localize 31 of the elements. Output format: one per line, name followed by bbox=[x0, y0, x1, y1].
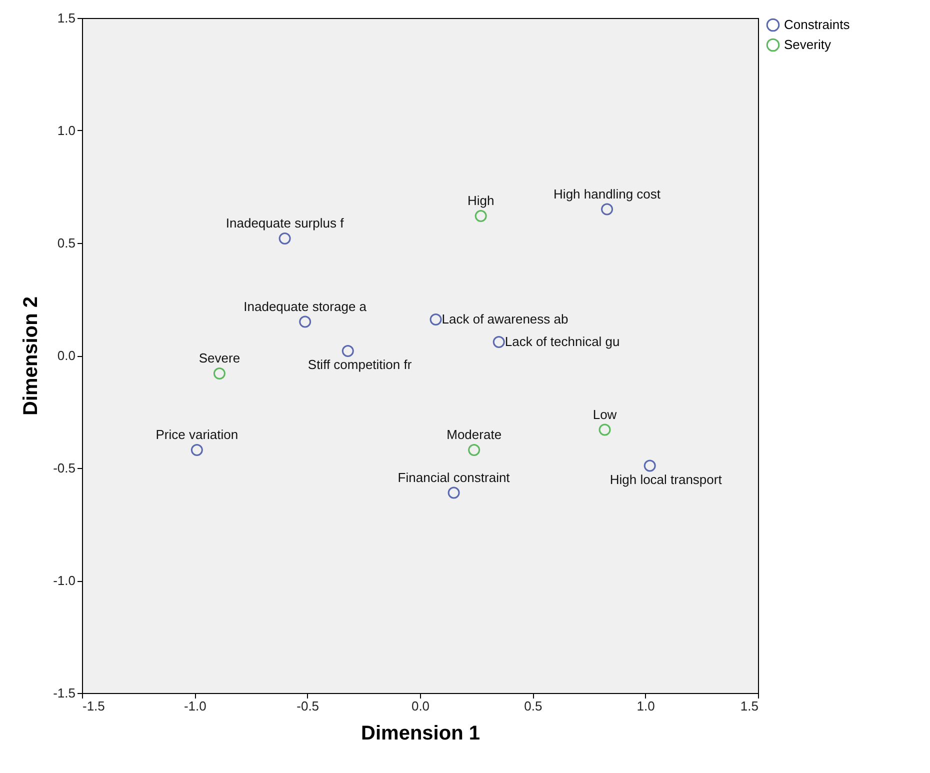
annotation: Stiff competition fr bbox=[308, 357, 412, 372]
annotation: Inadequate surplus f bbox=[226, 216, 344, 230]
x-tick-label: -0.5 bbox=[296, 698, 320, 714]
annotation: Inadequate storage a bbox=[244, 298, 368, 314]
x-tick-label: -1.5 bbox=[82, 698, 105, 714]
annotation: Financial constraint bbox=[398, 470, 510, 485]
y-tick-label: 0.5 bbox=[57, 236, 76, 250]
legend-label: Constraints bbox=[784, 17, 850, 32]
annotation: High handling cost bbox=[554, 186, 661, 202]
annotation: Moderate bbox=[446, 427, 502, 442]
y-tick-label: 0.0 bbox=[57, 348, 76, 363]
x-tick-label: 0.5 bbox=[524, 698, 542, 714]
x-tick-label: 0.0 bbox=[411, 698, 430, 714]
x-tick-label: 1.5 bbox=[740, 698, 758, 714]
y-tick-label: -1.5 bbox=[53, 686, 76, 700]
annotation: High local transport bbox=[610, 472, 722, 487]
annotation: Price variation bbox=[156, 427, 238, 442]
annotation: Severe bbox=[198, 350, 240, 366]
x-axis-title: Dimension 1 bbox=[361, 722, 480, 744]
annotation: Low bbox=[592, 406, 618, 422]
annotation: Lack of awareness ab bbox=[442, 312, 568, 326]
y-tick-label: 1.5 bbox=[57, 10, 76, 26]
annotation: Lack of technical gu bbox=[504, 334, 620, 349]
annotation: High bbox=[467, 193, 494, 208]
y-tick-label: 1.0 bbox=[57, 123, 76, 138]
x-tick-label: 1.0 bbox=[636, 698, 655, 714]
legend-label: Severity bbox=[784, 37, 832, 52]
y-axis-title: Dimension 2 bbox=[20, 296, 42, 416]
y-tick-label: -0.5 bbox=[53, 460, 76, 476]
y-tick-label: -1.0 bbox=[53, 573, 76, 588]
x-tick-label: -1.0 bbox=[184, 698, 206, 714]
